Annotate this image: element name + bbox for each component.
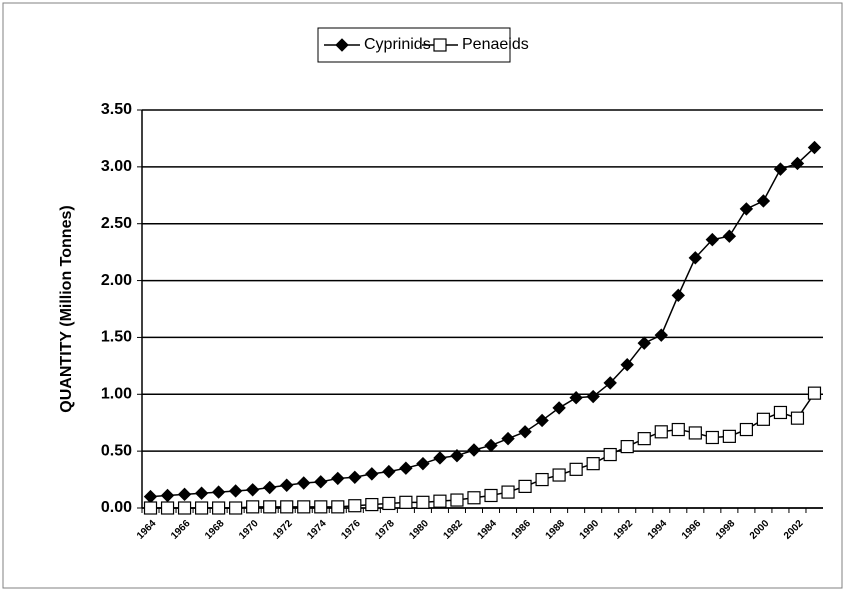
data-point [297,500,311,514]
data-point [416,495,430,509]
data-point [365,467,379,481]
data-point [722,229,737,243]
data-point [348,470,362,485]
data-point [416,456,430,471]
data-point [773,162,788,176]
data-point [535,413,549,428]
data-point [654,328,668,342]
series-line [150,146,815,498]
data-point [790,411,805,425]
data-point [722,429,736,443]
series-line [150,392,816,509]
data-point [603,447,617,462]
y-tick-label: 0.50 [101,442,132,459]
data-point [262,480,277,495]
data-point [705,232,720,247]
data-point [194,486,209,500]
data-point [671,422,685,437]
data-point [194,501,209,515]
data-point [314,475,328,489]
data-point [671,288,685,303]
data-point [160,501,175,515]
data-point [586,389,600,404]
data-point [552,468,566,482]
y-axis-label: QUANTITY (Million Tonnes) [58,205,75,412]
y-tick-label: 1.50 [101,329,132,346]
data-point [705,430,719,445]
y-tick-label: 1.00 [101,386,132,403]
data-point [654,425,668,439]
data-point [637,432,651,446]
legend-label: Cyprinids [364,36,431,53]
data-point [382,464,396,479]
data-point [331,500,345,514]
data-point [348,499,362,513]
data-point [688,251,703,265]
data-point [773,405,788,420]
data-point [790,156,805,171]
data-point [535,472,549,487]
data-point [177,501,192,515]
data-point [263,500,277,514]
data-point [552,401,566,415]
data-point [739,422,753,437]
data-point [143,501,158,515]
legend-marker [335,38,349,52]
data-point [620,358,634,372]
data-point [756,194,771,208]
data-point [229,501,243,515]
legend-label: Penaeids [462,36,529,53]
data-point [228,484,243,498]
data-point [501,485,515,499]
data-point [569,462,583,476]
data-point [688,426,702,440]
data-point [739,202,754,216]
data-point [518,425,532,439]
data-point [467,491,481,505]
data-point [365,497,379,512]
data-point [211,485,226,499]
data-point [484,438,498,453]
data-point [807,386,822,400]
y-tick-label: 3.00 [101,158,132,175]
data-point [620,439,634,454]
y-tick-label: 2.00 [101,272,132,289]
data-point [637,336,651,350]
legend-marker [433,38,447,52]
data-point [433,494,447,508]
data-point [484,488,498,503]
data-point [807,140,822,155]
data-point [756,412,771,426]
y-tick-label: 2.50 [101,215,132,232]
data-point [569,390,583,405]
data-point [450,493,464,507]
data-point [331,471,345,486]
data-point [280,500,294,514]
data-point [450,448,464,463]
data-point [603,376,617,390]
data-point [399,461,413,475]
data-point [212,501,226,515]
data-point [280,478,294,492]
data-point [246,500,260,514]
data-point [314,500,328,514]
y-tick-label: 0.00 [101,499,132,516]
data-point [245,483,260,497]
data-point [501,431,515,446]
data-point [382,496,396,511]
data-point [297,476,311,490]
data-point [586,457,600,471]
y-tick-label: 3.50 [101,101,132,118]
data-point [399,495,413,509]
data-point [433,451,447,465]
data-point [177,487,192,502]
data-point [467,443,481,457]
data-point [518,479,532,493]
